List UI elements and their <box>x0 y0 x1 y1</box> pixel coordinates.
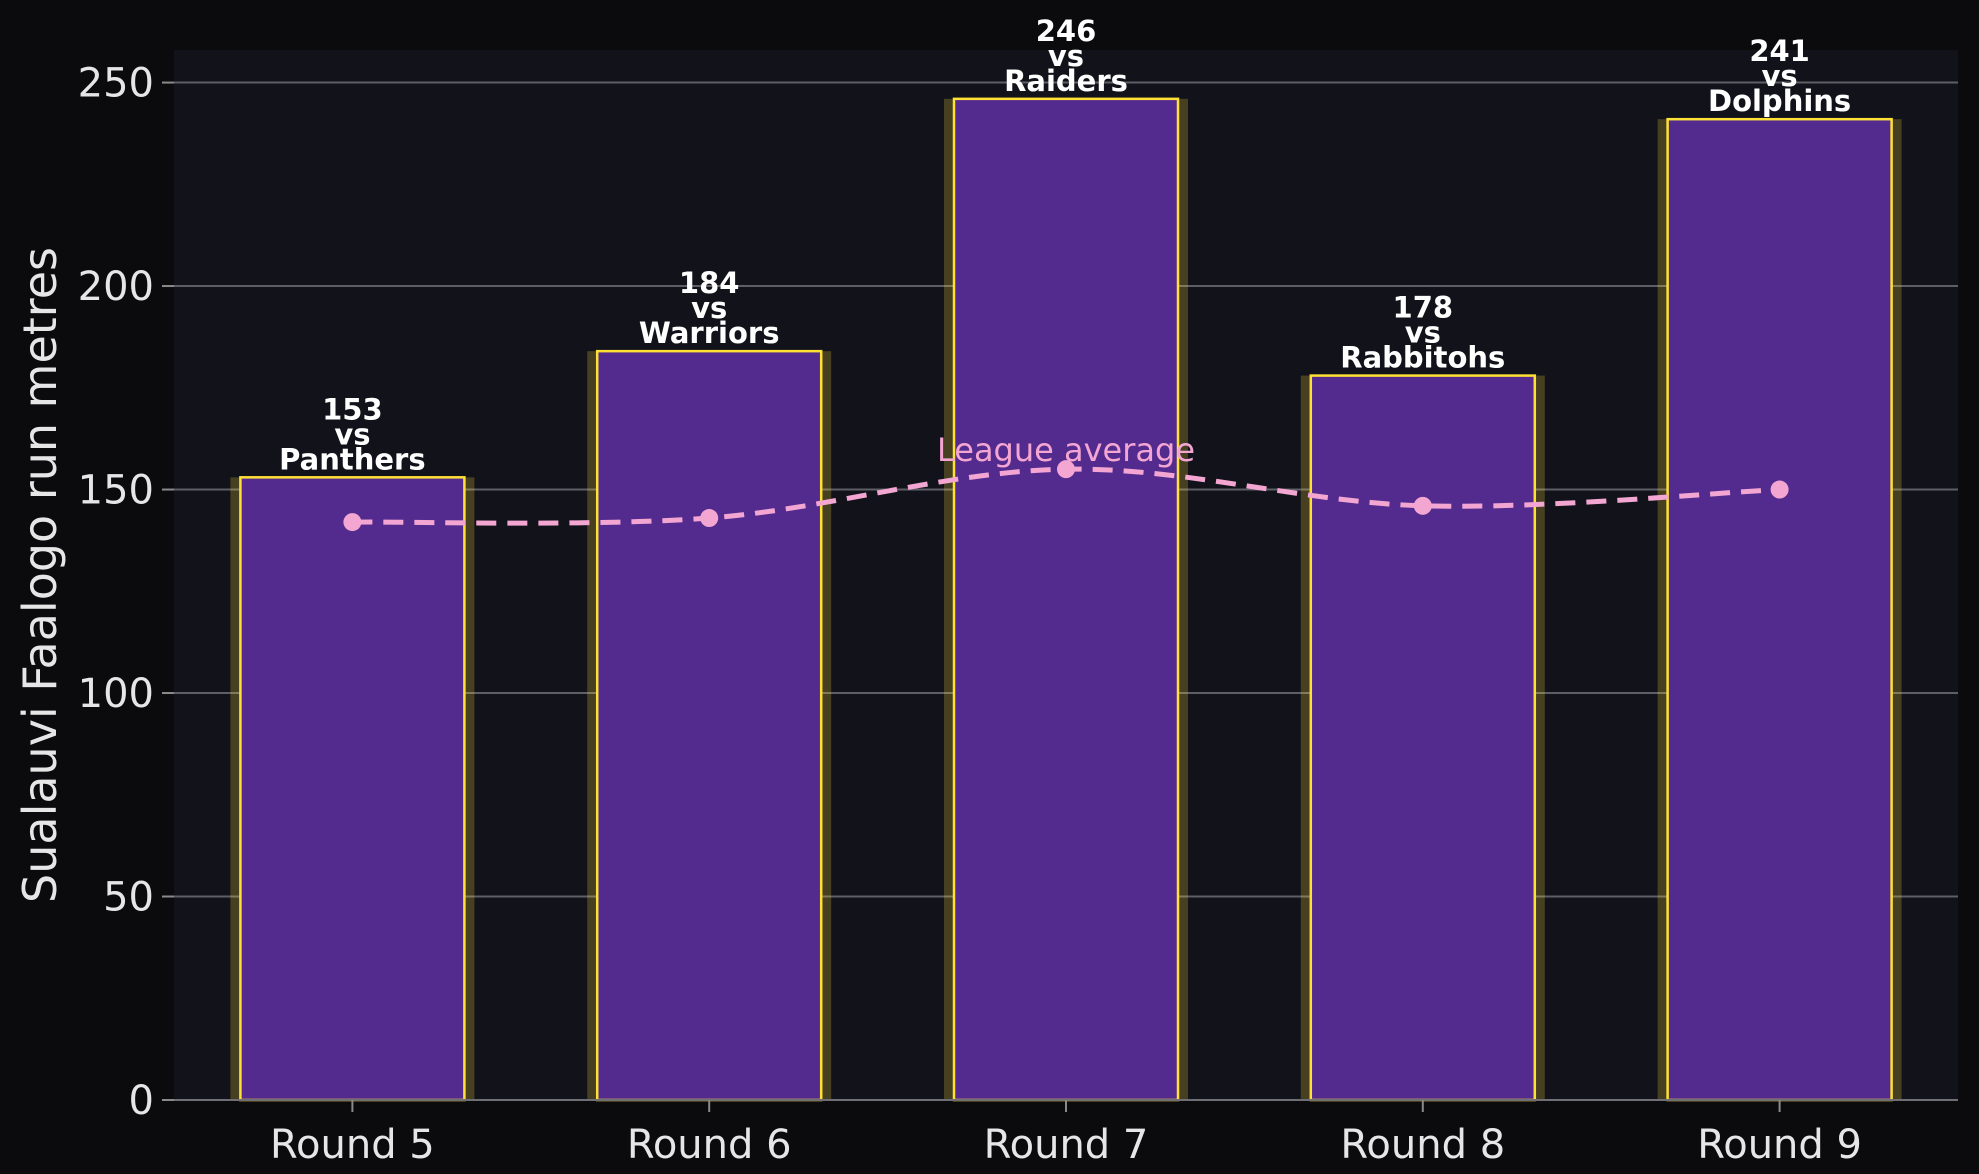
bar-value-label: Panthers <box>279 442 425 476</box>
bar <box>239 476 466 1102</box>
x-tick-label: Round 7 <box>984 1122 1149 1168</box>
league-average-label: League average <box>937 431 1195 469</box>
bar-value-label: vs <box>1405 316 1441 350</box>
y-tick-label: 0 <box>129 1078 154 1124</box>
bar <box>595 349 823 1102</box>
average-point <box>1770 480 1789 499</box>
y-tick-label: 50 <box>103 875 154 921</box>
bar-value-label: Raiders <box>1004 64 1128 98</box>
bars <box>230 97 1902 1102</box>
bar-value-label: vs <box>1048 39 1084 73</box>
axes: 0 50 100 150 200 250 Round 5 Round 6 Round 7 Roun… <box>78 61 1958 1168</box>
x-tick-label: Round 8 <box>1340 1122 1505 1168</box>
league-average-line <box>343 460 1789 532</box>
bar-value-label: Dolphins <box>1708 84 1851 118</box>
bar-labels: 153vsPanthers184vsWarriors246vsRaiders17… <box>279 14 1851 476</box>
bar-value-label: 153 <box>322 392 383 426</box>
bar-value-label: vs <box>334 417 370 451</box>
bar <box>1309 374 1537 1102</box>
y-tick-label: 150 <box>78 468 154 514</box>
bar <box>1666 117 1893 1102</box>
average-point <box>1413 496 1432 515</box>
y-axis-title: Sualauvi Faalogo run metres <box>13 247 67 903</box>
bar-value-label: Warriors <box>639 316 780 350</box>
x-tick-label: Round 9 <box>1697 1122 1862 1168</box>
bar-value-label: 178 <box>1393 291 1454 325</box>
average-point <box>1057 460 1075 479</box>
bar-value-label: 241 <box>1749 34 1810 68</box>
bar-value-label: 246 <box>1036 14 1097 48</box>
bar-value-label: 184 <box>679 266 740 300</box>
average-point <box>700 509 719 528</box>
y-tick-label: 100 <box>78 671 154 717</box>
bar-value-label: vs <box>1762 59 1798 93</box>
y-tick-label: 250 <box>78 61 154 107</box>
x-tick-label: Round 6 <box>627 1122 792 1168</box>
average-point <box>343 513 362 532</box>
y-tick-label: 200 <box>78 264 154 310</box>
bar-value-label: Rabbitohs <box>1340 341 1505 375</box>
bar-value-label: vs <box>691 291 727 325</box>
bar <box>952 97 1180 1102</box>
x-tick-label: Round 5 <box>270 1122 435 1168</box>
